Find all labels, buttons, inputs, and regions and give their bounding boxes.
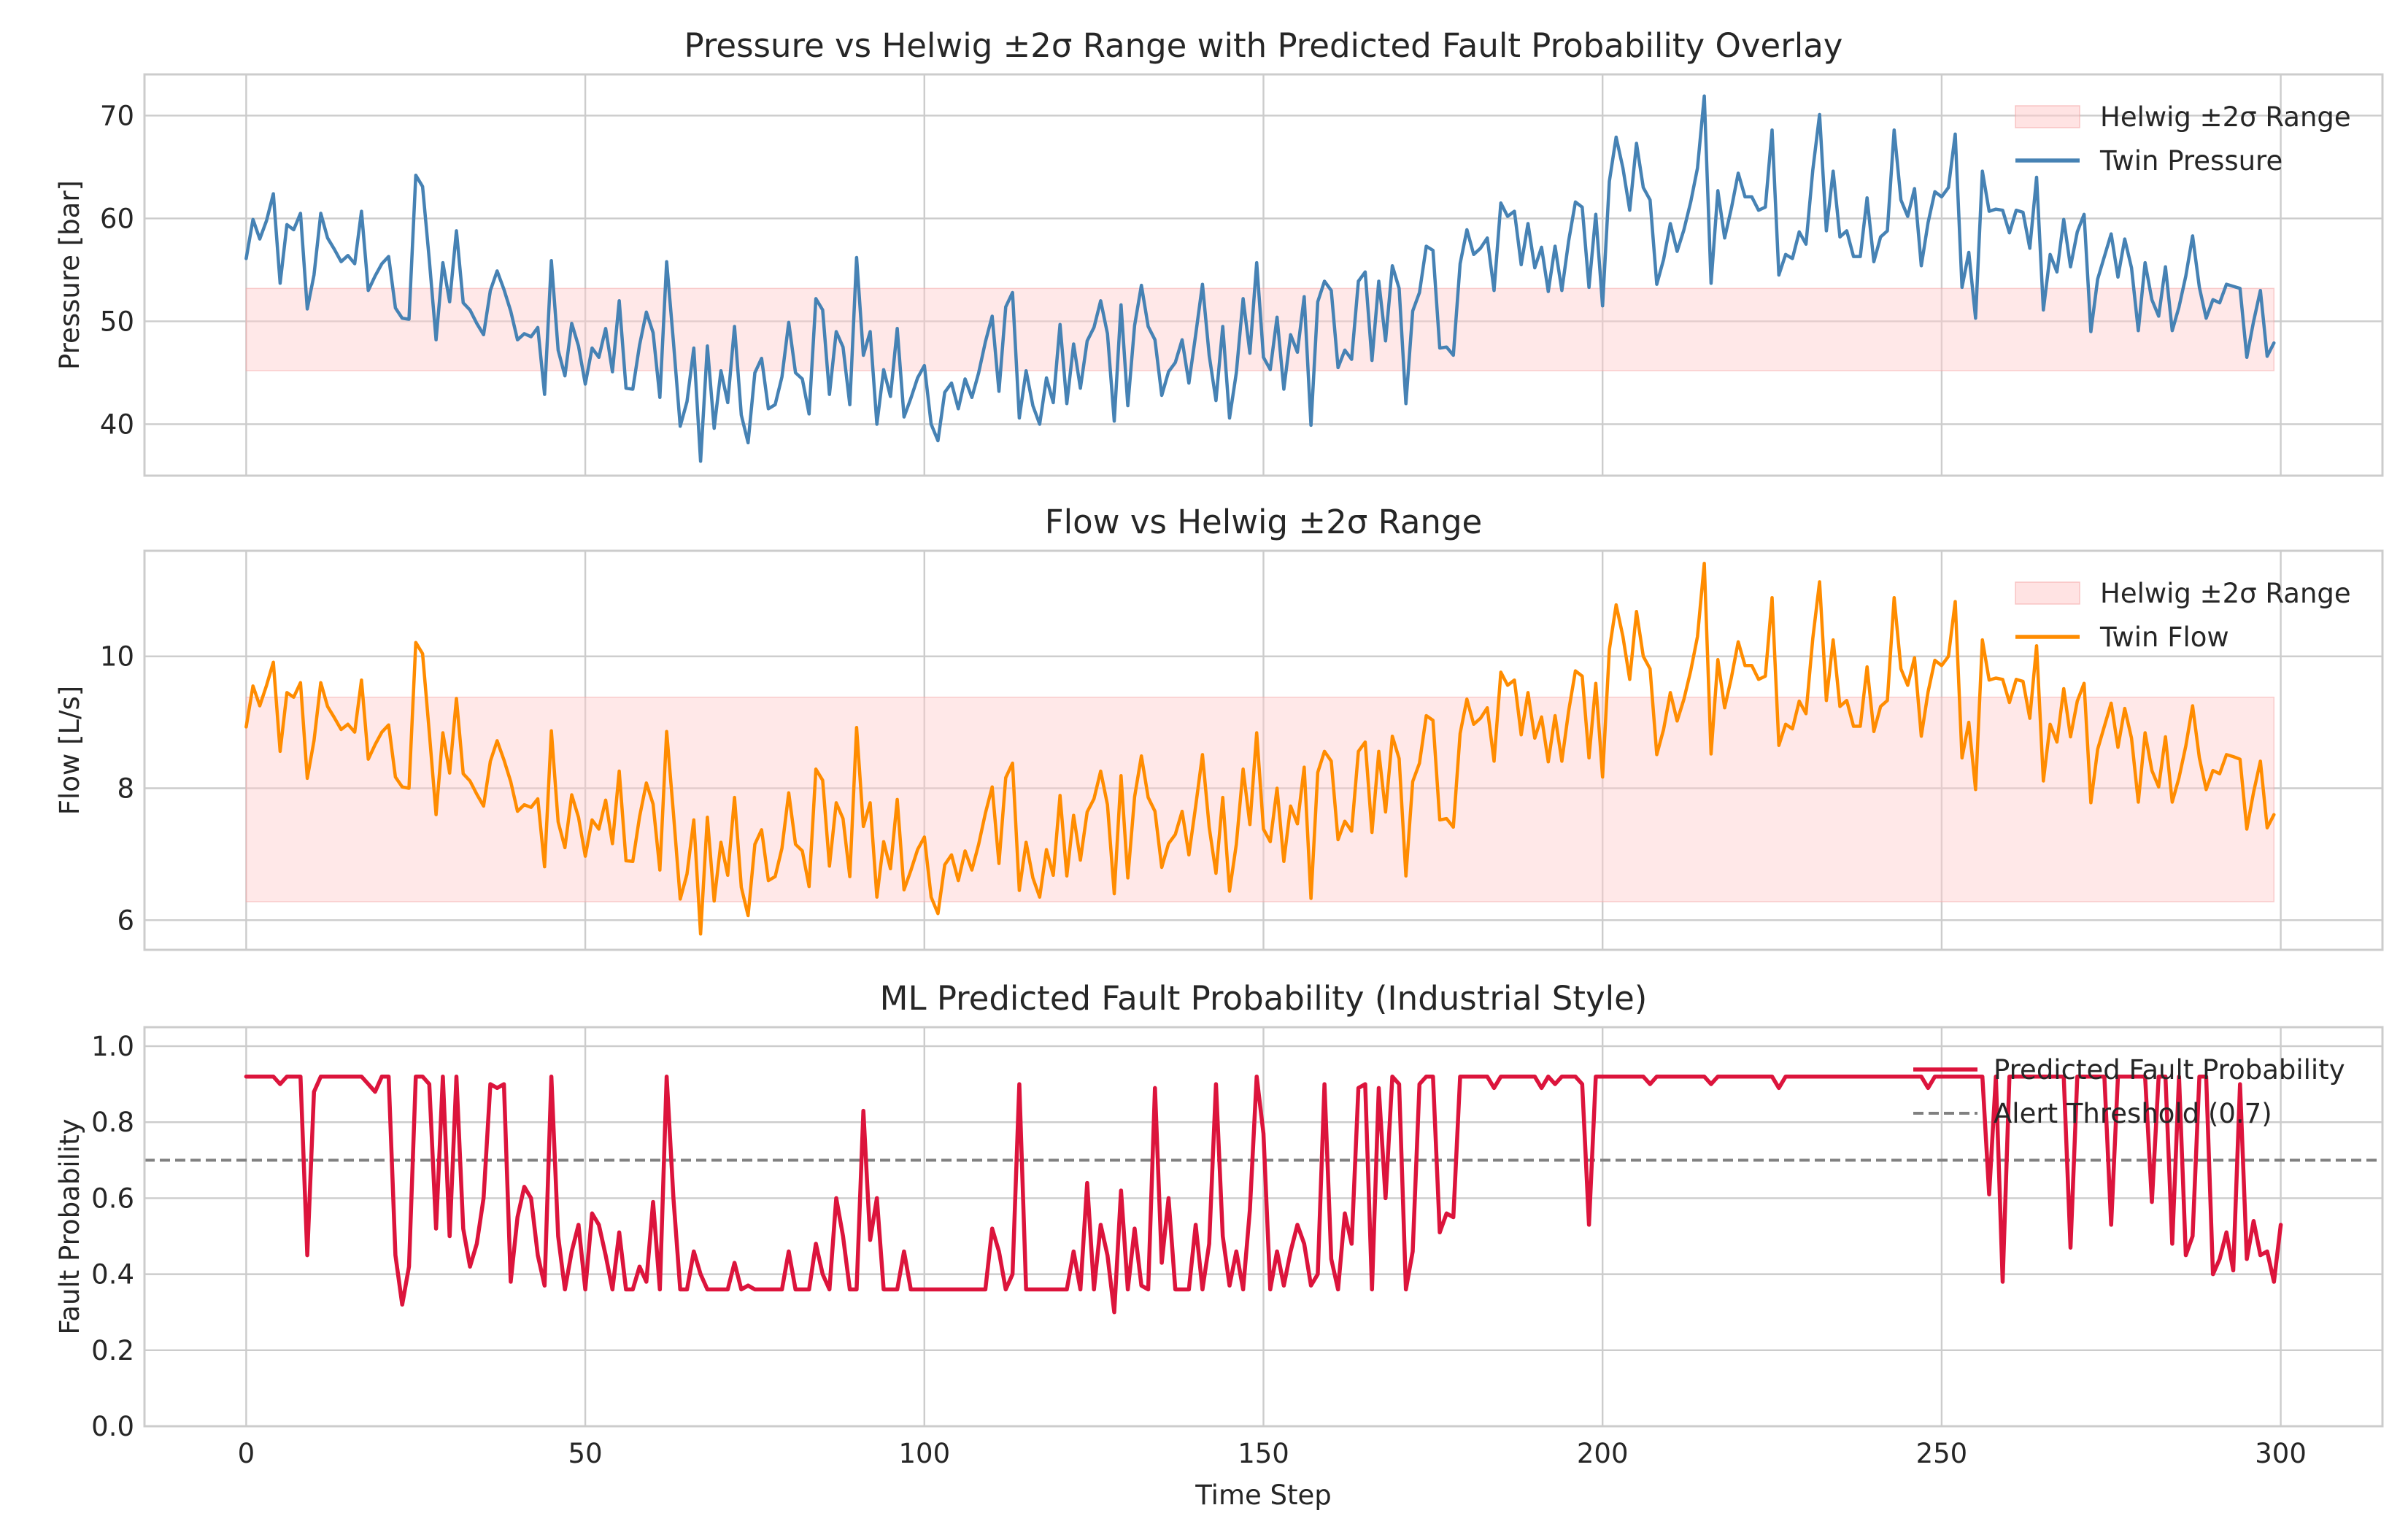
fault-probability-series-line (244, 1074, 2283, 1315)
fault-probability-y-tick-label: 0.0 (91, 1411, 134, 1442)
fault-probability-y-tick-label: 0.2 (91, 1335, 134, 1366)
pressure-series-line (244, 94, 2276, 463)
pressure-legend-label: Twin Pressure (2099, 145, 2282, 177)
pressure-y-tick-label: 40 (100, 409, 134, 440)
flow-legend-label: Twin Flow (2099, 622, 2229, 653)
fault-probability-title: ML Predicted Fault Probability (Industri… (880, 979, 1648, 1018)
fault-probability-x-tick-label: 200 (1577, 1438, 1629, 1469)
pressure-axes-frame (143, 73, 2384, 477)
pressure-legend-swatch (2015, 105, 2080, 128)
pressure-panel: Pressure vs Helwig ±2σ Range with Predic… (54, 26, 2384, 477)
flow-y-axis-label: Flow [L/s] (54, 686, 85, 815)
pressure-y-tick-label: 50 (100, 306, 134, 337)
fault-probability-axes-frame (143, 1026, 2384, 1428)
flow-axes-frame (143, 549, 2384, 951)
flow-y-tick-label: 8 (117, 773, 134, 804)
flow-legend: Helwig ±2σ Range Twin Flow (2015, 578, 2351, 653)
fault-probability-x-axis-label: Time Step (1195, 1479, 1332, 1511)
pressure-y-tick-label: 70 (100, 100, 134, 131)
fault-probability-y-tick-label: 0.4 (91, 1259, 134, 1291)
flow-title: Flow vs Helwig ±2σ Range (1045, 503, 1482, 541)
fault-probability-x-tick-label: 250 (1916, 1438, 1968, 1469)
fault-probability-x-tick-label: 0 (238, 1438, 255, 1469)
pressure-title: Pressure vs Helwig ±2σ Range with Predic… (684, 26, 1843, 65)
fault-probability-x-tick-label: 300 (2255, 1438, 2307, 1469)
fault-probability-legend-label: Alert Threshold (0.7) (1994, 1098, 2272, 1129)
flow-legend-swatch (2015, 581, 2080, 605)
fault-probability-y-axis-label: Fault Probability (54, 1118, 85, 1334)
fault-probability-legend: Predicted Fault Probability Alert Thresho… (1913, 1054, 2345, 1129)
pressure-legend: Helwig ±2σ Range Twin Pressure (2015, 101, 2351, 177)
pressure-y-axis-label: Pressure [bar] (54, 180, 85, 370)
fault-probability-y-tick-label: 1.0 (91, 1031, 134, 1062)
fault-probability-x-tick-label: 100 (898, 1438, 950, 1469)
flow-panel: Flow vs Helwig ±2σ Range 6 8 10 Flow [L/s] He… (54, 503, 2384, 951)
flow-series-line (244, 561, 2276, 936)
fault-probability-legend-label: Predicted Fault Probability (1994, 1054, 2345, 1086)
fault-probability-panel: ML Predicted Fault Probability (Industri… (54, 979, 2384, 1511)
fault-probability-y-tick-label: 0.8 (91, 1107, 134, 1138)
subplot-panels: Pressure vs Helwig ±2σ Range with Predic… (54, 26, 2384, 1511)
flow-y-tick-label: 6 (117, 905, 134, 936)
fault-probability-x-tick-label: 50 (568, 1438, 603, 1469)
fault-probability-x-tick-label: 150 (1238, 1438, 1289, 1469)
flow-y-tick-label: 10 (100, 641, 134, 673)
flow-legend-label: Helwig ±2σ Range (2100, 578, 2351, 609)
pressure-y-tick-label: 60 (100, 203, 134, 234)
fault-probability-y-tick-label: 0.6 (91, 1183, 134, 1214)
pressure-legend-label: Helwig ±2σ Range (2100, 101, 2351, 133)
